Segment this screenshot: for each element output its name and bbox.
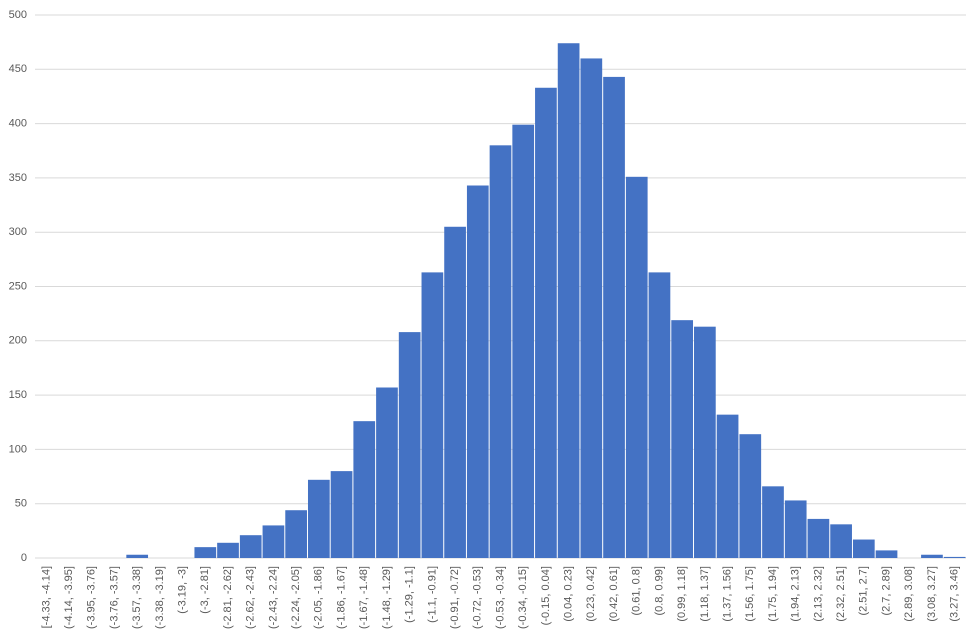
y-tick-label: 150 xyxy=(9,389,27,401)
bar xyxy=(330,471,353,558)
bar xyxy=(739,434,762,558)
y-tick-label: 50 xyxy=(15,498,27,510)
y-tick-label: 0 xyxy=(21,552,27,564)
x-tick-label: (0.42, 0.61] xyxy=(608,566,620,622)
x-tick-label: (3.08, 3.27] xyxy=(926,566,938,622)
x-tick-label: (-1.48, -1.29] xyxy=(381,566,393,629)
bar xyxy=(398,332,421,558)
bar xyxy=(716,414,739,558)
bar xyxy=(557,43,580,558)
x-tick-label: (-3.38, -3.19] xyxy=(154,566,166,629)
x-tick-label: (2.7, 2.89] xyxy=(880,566,892,616)
y-tick-label: 400 xyxy=(9,118,27,130)
bar xyxy=(489,145,512,558)
x-tick-label: (1.18, 1.37] xyxy=(699,566,711,622)
x-tick-label: (0.61, 0.8] xyxy=(631,566,643,616)
x-tick-label: (-1.1, -0.91] xyxy=(426,566,438,623)
y-tick-label: 500 xyxy=(9,9,27,21)
x-tick-label: (-2.05, -1.86] xyxy=(313,566,325,629)
x-tick-label: (-3.57, -3.38] xyxy=(131,566,143,629)
bar xyxy=(671,320,694,558)
x-tick-label: (2.89, 3.08] xyxy=(903,566,915,622)
x-tick-label: (1.75, 1.94] xyxy=(767,566,779,622)
bar xyxy=(466,185,489,558)
bar xyxy=(353,421,376,558)
y-tick-label: 250 xyxy=(9,280,27,292)
bar xyxy=(921,554,943,558)
x-tick-label: (-3.19, -3] xyxy=(177,566,189,614)
bar xyxy=(875,550,898,558)
bar xyxy=(830,524,852,558)
y-tick-label: 300 xyxy=(9,226,27,238)
bar xyxy=(762,486,784,558)
x-tick-label: (-3.76, -3.57] xyxy=(108,566,120,629)
y-tick-label: 200 xyxy=(9,335,27,347)
bar xyxy=(512,124,535,558)
bar xyxy=(943,556,966,558)
x-tick-label: (-0.15, 0.04] xyxy=(540,566,552,625)
x-tick-label: (1.37, 1.56] xyxy=(721,566,733,622)
bar xyxy=(285,510,307,558)
x-tick-label: (-3.95, -3.76] xyxy=(86,566,98,629)
x-tick-label: (-0.72, -0.53] xyxy=(472,566,484,629)
x-tick-label: (-1.86, -1.67] xyxy=(335,566,347,629)
x-tick-label: (0.23, 0.42] xyxy=(585,566,597,622)
x-tick-label: (0.8, 0.99] xyxy=(653,566,665,616)
x-tick-label: (1.94, 2.13] xyxy=(790,566,802,622)
x-tick-label: (-4.14, -3.95] xyxy=(63,566,75,629)
x-tick-label: (2.13, 2.32] xyxy=(812,566,824,622)
bar xyxy=(194,547,217,558)
x-tick-label: (-2.24, -2.05] xyxy=(290,566,302,629)
x-tick-label: [-4.33, -4.14] xyxy=(40,566,52,628)
x-tick-label: (-3, -2.81] xyxy=(199,566,211,614)
bar xyxy=(444,226,466,558)
x-tick-label: (3.27, 3.46] xyxy=(949,566,961,622)
x-tick-label: (-1.67, -1.48] xyxy=(358,566,370,629)
x-tick-label: (-2.81, -2.62] xyxy=(222,566,234,629)
y-tick-label: 350 xyxy=(9,172,27,184)
x-tick-label: (-0.34, -0.15] xyxy=(517,566,529,629)
bar xyxy=(239,535,262,558)
bar xyxy=(603,76,625,558)
x-tick-label: (-2.43, -2.24] xyxy=(267,566,279,629)
bar xyxy=(625,176,648,558)
x-tick-label: (-0.91, -0.72] xyxy=(449,566,461,629)
bar xyxy=(126,554,149,558)
y-tick-label: 450 xyxy=(9,63,27,75)
bar xyxy=(694,326,716,558)
bar xyxy=(307,479,330,558)
bar xyxy=(807,518,830,558)
x-tick-label: (0.99, 1.18] xyxy=(676,566,688,622)
bar xyxy=(535,87,557,559)
bar xyxy=(784,500,807,558)
x-tick-label: (-2.62, -2.43] xyxy=(245,566,257,629)
bar xyxy=(648,272,671,558)
bar xyxy=(262,525,285,558)
bar xyxy=(580,58,603,558)
bar xyxy=(421,272,444,558)
bar xyxy=(217,542,239,558)
bar xyxy=(852,539,875,558)
x-tick-label: (-0.53, -0.34] xyxy=(494,566,506,629)
x-tick-label: (1.56, 1.75] xyxy=(744,566,756,622)
x-tick-label: (2.51, 2.7] xyxy=(858,566,870,616)
x-tick-label: (0.04, 0.23] xyxy=(563,566,575,622)
x-tick-label: (-1.29, -1.1] xyxy=(404,566,416,623)
y-tick-label: 100 xyxy=(9,443,27,455)
bar xyxy=(376,387,398,558)
x-tick-label: (2.32, 2.51] xyxy=(835,566,847,622)
